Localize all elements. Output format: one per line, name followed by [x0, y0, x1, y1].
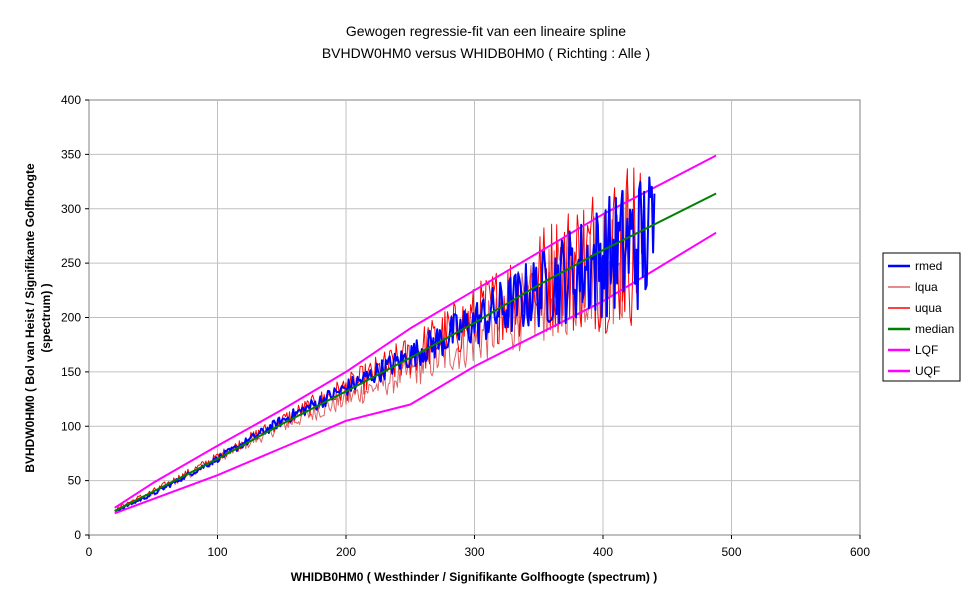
legend-label-lqf: LQF	[915, 343, 938, 357]
x-tick-label: 100	[207, 545, 227, 559]
x-tick-label: 400	[593, 545, 613, 559]
y-tick-label: 250	[61, 256, 81, 270]
y-axis-title-line1: BVHDW0HM0 ( Bol van Heist / Signifikante…	[23, 163, 37, 473]
y-axis-title-group: BVHDW0HM0 ( Bol van Heist / Signifikante…	[23, 163, 53, 473]
legend-label-median: median	[915, 322, 954, 336]
x-tick-label: 600	[850, 545, 870, 559]
x-axis-title: WHIDB0HM0 ( Westhinder / Signifikante Go…	[291, 570, 657, 584]
legend-box	[882, 252, 961, 382]
gridlines	[85, 99, 861, 539]
series-uqf-line	[114, 154, 717, 509]
legend: rmed lqua uqua median LQF UQF	[888, 259, 954, 378]
y-axis-title-line2: (spectrum) )	[39, 283, 53, 352]
y-tick-label: 0	[74, 528, 81, 542]
x-tick-label: 300	[464, 545, 484, 559]
y-tick-label: 350	[61, 147, 81, 161]
chart-title: Gewogen regressie-fit van een lineaire s…	[346, 23, 626, 39]
y-tick-label: 150	[61, 365, 81, 379]
legend-label-rmed: rmed	[915, 259, 942, 273]
x-tick-label: 500	[721, 545, 741, 559]
y-tick-label: 200	[61, 311, 81, 325]
y-tick-label: 300	[61, 202, 81, 216]
chart-subtitle: BVHDW0HM0 versus WHIDB0HM0 ( Richting : …	[322, 45, 650, 61]
legend-label-lqua: lqua	[915, 280, 938, 294]
y-tick-label: 400	[61, 93, 81, 107]
tick-labels: 0 100 200 300 400 500 600 0 50 100 150 200 250 300 350…	[61, 93, 870, 559]
x-tick-label: 0	[86, 545, 93, 559]
y-tick-label: 100	[61, 419, 81, 433]
legend-label-uqua: uqua	[915, 301, 942, 315]
series-group	[114, 154, 717, 515]
series-median-line	[114, 192, 717, 512]
y-tick-label: 50	[68, 474, 82, 488]
legend-label-uqf: UQF	[915, 364, 940, 378]
series-lqf-line	[114, 231, 717, 515]
x-tick-label: 200	[336, 545, 356, 559]
